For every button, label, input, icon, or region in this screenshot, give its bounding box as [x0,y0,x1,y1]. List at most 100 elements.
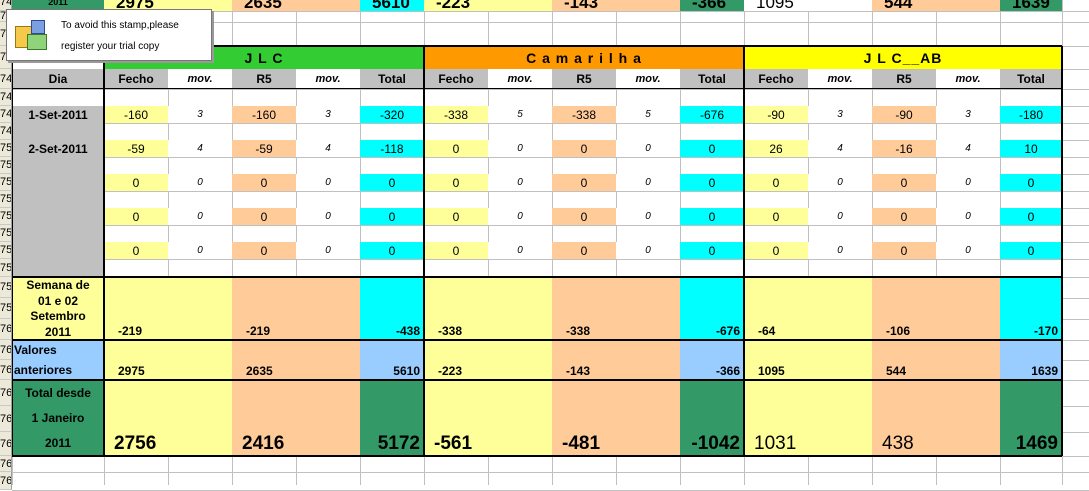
dia-spacer-cell[interactable] [12,225,104,242]
valores-value-cell[interactable]: 5610 [360,340,424,380]
data-cell[interactable]: 0 [488,140,552,157]
semana-value-cell[interactable]: -106 [872,277,1000,340]
semana-value-cell[interactable]: -170 [1000,277,1062,340]
data-cell[interactable]: 0 [232,174,296,191]
data-cell[interactable]: -160 [232,106,296,123]
data-cell[interactable]: 0 [744,174,808,191]
row-header[interactable]: 764 [0,406,12,432]
data-cell[interactable]: 0 [360,208,424,225]
data-cell[interactable]: 0 [168,242,232,259]
total-value-cell[interactable]: -561 [424,380,552,456]
data-cell[interactable]: 0 [424,140,488,157]
row-header[interactable]: 750 [0,140,12,157]
data-cell[interactable]: 0 [680,242,744,259]
row-header[interactable]: 761 [0,340,12,360]
data-cell[interactable]: -676 [680,106,744,123]
data-cell[interactable]: -59 [104,140,168,157]
data-cell[interactable]: -320 [360,106,424,123]
top-row-value-cell[interactable]: 544 [872,0,1000,11]
data-cell[interactable]: 0 [552,242,616,259]
data-cell[interactable]: 0 [552,174,616,191]
row-header[interactable]: 759 [0,298,12,319]
data-cell[interactable]: 0 [616,174,680,191]
data-cell[interactable]: 0 [616,242,680,259]
data-cell[interactable]: -118 [360,140,424,157]
data-cell[interactable]: 0 [872,208,936,225]
dia-spacer-cell[interactable] [12,157,104,174]
data-cell[interactable]: 4 [808,140,872,157]
total-value-cell[interactable]: 5172 [360,380,424,456]
row-header[interactable]: 763 [0,380,12,406]
data-cell[interactable]: 0 [360,242,424,259]
data-cell[interactable]: 0 [296,208,360,225]
dia-spacer-cell[interactable] [12,191,104,208]
dia-spacer-cell[interactable] [12,259,104,277]
data-cell[interactable]: 0 [488,174,552,191]
row-header[interactable]: 755 [0,225,12,242]
data-cell[interactable]: 0 [872,174,936,191]
data-cell[interactable]: 26 [744,140,808,157]
data-cell[interactable]: 4 [168,140,232,157]
valores-value-cell[interactable]: -143 [552,340,680,380]
row-header[interactable]: 753 [0,191,12,208]
top-row-value-cell[interactable]: 1639 [1000,0,1062,11]
total-value-cell[interactable]: -481 [552,380,680,456]
data-cell[interactable]: 0 [808,242,872,259]
dia-cell[interactable]: 2-Set-2011 [12,140,104,157]
data-cell[interactable]: 0 [424,208,488,225]
data-cell[interactable]: 0 [936,174,1000,191]
valores-label-cell[interactable]: Valores anteriores [12,340,104,380]
row-header[interactable]: 758 [0,277,12,298]
total-value-cell[interactable]: 1031 [744,380,872,456]
data-cell[interactable]: 0 [104,208,168,225]
data-cell[interactable]: -59 [232,140,296,157]
row-header[interactable]: 760 [0,319,12,340]
data-cell[interactable]: -16 [872,140,936,157]
data-cell[interactable]: 3 [168,106,232,123]
top-row-value-cell[interactable]: 2975 [104,0,232,11]
total-value-cell[interactable]: 2756 [104,380,232,456]
semana-value-cell[interactable]: -219 [104,277,232,340]
data-cell[interactable]: 0 [232,208,296,225]
data-cell[interactable]: -90 [872,106,936,123]
data-cell[interactable]: 0 [616,140,680,157]
data-cell[interactable]: 4 [296,140,360,157]
valores-value-cell[interactable]: 1095 [744,340,872,380]
row-header[interactable]: 756 [0,242,12,259]
valores-value-cell[interactable]: 1639 [1000,340,1062,380]
row-header[interactable]: 749 [0,123,12,140]
dia-spacer-cell[interactable] [12,123,104,140]
semana-value-cell[interactable]: -338 [552,277,680,340]
data-cell[interactable]: -160 [104,106,168,123]
valores-value-cell[interactable]: 544 [872,340,1000,380]
data-cell[interactable]: 0 [168,208,232,225]
top-row-value-cell[interactable]: -223 [424,0,552,11]
total-value-cell[interactable]: 438 [872,380,1000,456]
row-header[interactable]: 748 [0,106,12,123]
top-row-value-cell[interactable]: 2635 [232,0,360,11]
data-cell[interactable]: 0 [296,242,360,259]
valores-value-cell[interactable]: -223 [424,340,552,380]
data-cell[interactable]: 0 [424,242,488,259]
row-header[interactable]: 752 [0,174,12,191]
row-header[interactable]: 746 [0,69,12,89]
semana-value-cell[interactable]: -219 [232,277,360,340]
data-cell[interactable]: 0 [680,174,744,191]
data-cell[interactable]: 0 [1000,174,1062,191]
data-cell[interactable]: 3 [936,106,1000,123]
row-header[interactable]: 766 [0,456,12,472]
data-cell[interactable]: 0 [168,174,232,191]
data-cell[interactable]: 0 [232,242,296,259]
row-header[interactable]: 747 [0,89,12,106]
top-row-value-cell[interactable]: 1095 [744,0,872,11]
row-header[interactable]: 762 [0,360,12,380]
data-cell[interactable]: 0 [680,208,744,225]
data-cell[interactable]: -90 [744,106,808,123]
valores-value-cell[interactable]: -366 [680,340,744,380]
data-cell[interactable]: 0 [808,208,872,225]
total-value-cell[interactable]: -1042 [680,380,744,456]
dia-cell[interactable]: 1-Set-2011 [12,106,104,123]
row-header[interactable]: 754 [0,208,12,225]
data-cell[interactable]: -338 [552,106,616,123]
data-cell[interactable]: 5 [488,106,552,123]
